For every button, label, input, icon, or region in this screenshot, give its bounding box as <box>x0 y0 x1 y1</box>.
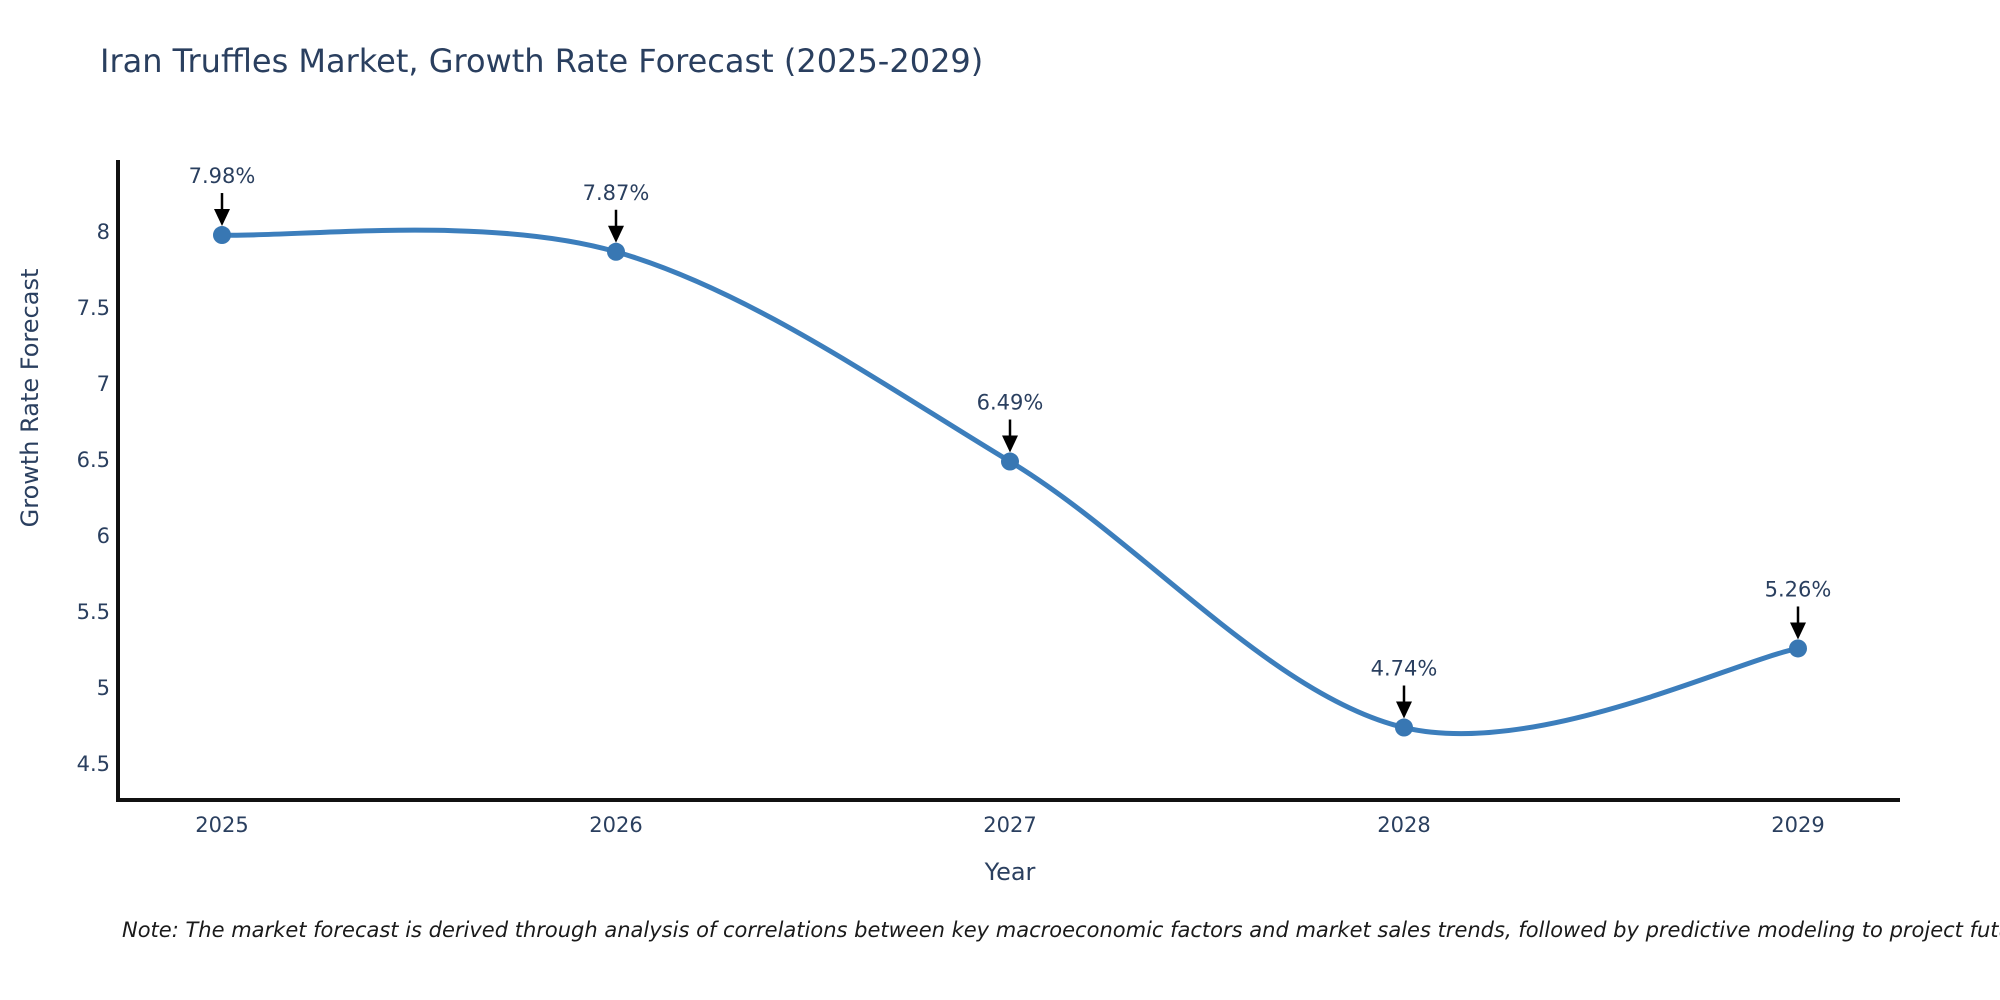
data-point[interactable] <box>1395 718 1413 737</box>
forecast-line <box>219 227 1801 737</box>
footnote: Note: The market forecast is derived thr… <box>122 918 2000 942</box>
data-point[interactable] <box>1001 452 1019 471</box>
annotation-arrowhead-icon <box>214 209 230 227</box>
x-tick-label: 2028 <box>1377 813 1430 837</box>
chart-title: Iran Truffles Market, Growth Rate Foreca… <box>100 42 984 80</box>
y-tick-label: 4.5 <box>77 752 110 776</box>
annotation-arrowhead-icon <box>1790 622 1806 640</box>
y-tick-label: 5 <box>97 676 110 700</box>
data-point[interactable] <box>607 242 625 261</box>
annotation-label: 4.74% <box>1371 657 1438 681</box>
data-point[interactable] <box>213 226 231 245</box>
x-tick-label: 2026 <box>589 813 642 837</box>
x-axis-title: Year <box>984 858 1036 886</box>
annotation-label: 5.26% <box>1765 577 1832 601</box>
annotation-label: 6.49% <box>977 391 1044 415</box>
annotation-arrowhead-icon <box>608 225 624 243</box>
data-point[interactable] <box>1789 639 1807 658</box>
x-tick-label: 2025 <box>195 813 248 837</box>
y-tick-label: 8 <box>97 220 110 244</box>
y-tick-label: 5.5 <box>77 600 110 624</box>
annotation-arrowhead-icon <box>1396 701 1412 719</box>
x-tick-label: 2029 <box>1771 813 1824 837</box>
annotation-label: 7.87% <box>583 181 650 205</box>
x-tick-label: 2027 <box>983 813 1036 837</box>
annotation-arrowhead-icon <box>1002 435 1018 453</box>
annotation-label: 7.98% <box>189 164 256 188</box>
y-axis-title: Growth Rate Forecast <box>16 268 44 528</box>
y-tick-label: 6.5 <box>77 448 110 472</box>
y-tick-label: 6 <box>97 524 110 548</box>
y-tick-label: 7 <box>97 372 110 396</box>
y-tick-label: 7.5 <box>77 296 110 320</box>
